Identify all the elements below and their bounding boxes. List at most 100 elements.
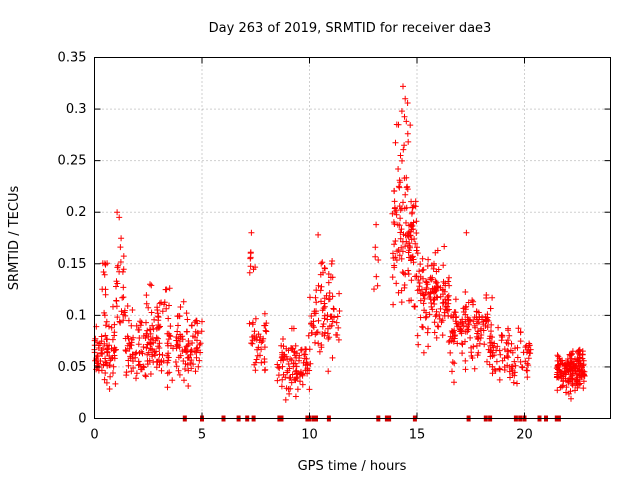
data-point [496,347,503,354]
data-point [580,378,587,385]
data-point [288,357,295,364]
data-point [164,359,171,366]
data-point [567,388,574,395]
data-point [491,366,498,373]
data-point [389,274,396,281]
data-point [398,226,405,233]
data-point [135,362,142,369]
data-point [395,166,402,172]
data-point [127,341,134,348]
data-point [142,372,149,379]
data-point [185,367,192,374]
data-point [406,240,413,247]
data-point [508,340,515,347]
data-point [487,333,494,340]
data-point [330,305,337,312]
data-point [329,318,336,325]
data-point [464,323,470,330]
data-point [471,365,478,372]
data-point [155,324,162,331]
data-point [475,319,482,326]
data-point [280,343,287,350]
data-point [103,336,110,343]
data-point [286,365,293,372]
data-point [158,367,165,374]
data-point [491,352,497,359]
data-point [280,336,286,342]
data-point [289,371,296,378]
data-point [247,249,254,256]
data-point [102,370,109,376]
data-point [166,369,173,376]
data-point [198,328,205,335]
data-point [117,244,124,251]
data-point [167,333,174,340]
data-point [310,322,316,329]
data-point [404,242,411,249]
data-point [579,355,586,362]
data-point [111,321,118,328]
y-tick-label: 0.35 [58,51,87,66]
data-point [396,203,403,210]
data-point [290,325,297,332]
data-point [400,83,406,90]
data-point [177,304,184,310]
data-point [413,230,420,236]
data-point [135,341,142,348]
data-point [109,336,116,343]
data-point [183,349,190,356]
data-point [569,375,576,382]
data-point [454,340,461,347]
data-point [433,279,440,286]
data-point [435,266,442,273]
data-point [313,299,320,306]
data-point [391,198,398,205]
data-point [156,351,163,358]
y-tick-label: 0.1 [66,308,87,323]
data-point [164,330,171,337]
data-point [329,274,336,281]
data-point [433,308,440,315]
data-point [187,360,194,367]
data-point [278,383,285,390]
data-point [292,342,299,349]
data-point [424,329,431,336]
data-point [462,357,469,364]
data-point [572,356,578,363]
data-point [374,282,381,289]
data-point [318,298,324,305]
data-point [336,290,343,297]
data-point [557,384,564,391]
data-point [333,319,340,326]
data-point [523,367,530,374]
data-point [397,215,404,222]
data-point [431,260,437,267]
data-point [288,379,295,386]
data-point [156,340,163,347]
data-point [197,340,204,347]
data-point [392,139,399,146]
data-point [407,122,414,129]
data-point [298,346,305,353]
data-point [303,359,310,366]
data-point [128,322,135,329]
data-point [108,324,115,331]
data-point [404,130,411,137]
data-point [103,360,110,366]
data-point [522,344,529,351]
data-point [391,262,398,269]
x-tick-label: 0 [90,428,98,443]
data-point [442,299,449,306]
data-point [110,363,117,370]
data-point [440,278,447,285]
data-point [416,286,423,293]
data-point [473,333,480,340]
data-point [104,362,111,369]
data-point [136,361,143,368]
data-point [156,300,163,307]
data-point [403,174,410,181]
data-point [335,324,342,331]
data-point [414,332,421,339]
data-point [192,368,199,375]
data-point [307,294,313,301]
